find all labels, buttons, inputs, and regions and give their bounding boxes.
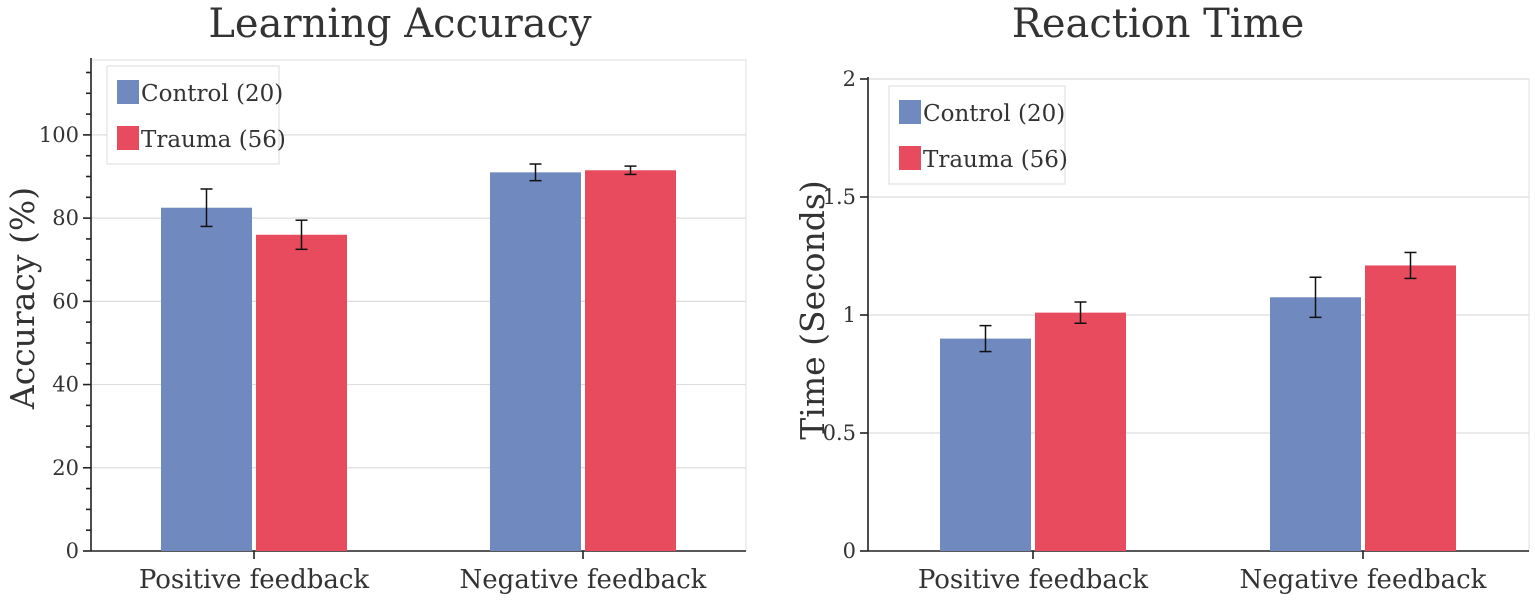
bar-control (1270, 297, 1361, 551)
legend-swatch-control (899, 100, 921, 124)
y-tick-label: 1 (843, 303, 856, 327)
x-category-label: Positive feedback (918, 565, 1149, 595)
reaction-time-svg: 0 0.5 1 1.5 2 Positive feedback Negative feedb… (793, 1, 1530, 595)
chart-title: Learning Accuracy (208, 1, 592, 47)
y-tick-label: 0.5 (823, 421, 856, 445)
legend-swatch-trauma (117, 126, 139, 150)
y-tick-label: 2 (843, 67, 856, 91)
x-category-label: Negative feedback (460, 565, 707, 595)
y-axis-label: Time (Seconds) (793, 180, 832, 439)
reaction-time-chart: 0 0.5 1 1.5 2 Positive feedback Negative feedb… (767, 0, 1535, 603)
y-tick-label: 0 (66, 539, 79, 563)
y-tick-label: 100 (39, 123, 79, 147)
bar-control (940, 338, 1031, 551)
y-tick-label: 1.5 (823, 185, 856, 209)
x-category-label: Positive feedback (139, 565, 370, 595)
bar-trauma (585, 170, 676, 551)
chart-title: Reaction Time (1012, 1, 1305, 47)
legend-swatch-control (117, 80, 139, 104)
bar-control (490, 172, 581, 551)
legend-label: Control (20) (141, 81, 283, 107)
legend-label: Control (20) (923, 101, 1065, 127)
y-axis-label: Accuracy (%) (3, 187, 42, 410)
y-tick-label: 80 (52, 206, 79, 230)
y-tick-label: 20 (52, 456, 79, 480)
y-tick-label: 0 (843, 539, 856, 563)
legend-label: Trauma (56) (141, 127, 286, 153)
legend-label: Trauma (56) (923, 147, 1068, 173)
x-category-label: Negative feedback (1240, 565, 1487, 595)
bar-control (161, 207, 252, 551)
y-tick-label: 60 (52, 289, 79, 313)
bar-trauma (256, 234, 347, 552)
bar-trauma (1365, 265, 1456, 551)
bar-trauma (1035, 312, 1126, 551)
y-tick-label: 40 (52, 373, 79, 397)
learning-accuracy-chart: 0 20 40 60 80 100 Positive feedback Negative fe… (0, 0, 767, 603)
legend-swatch-trauma (899, 146, 921, 170)
learning-accuracy-svg: 0 20 40 60 80 100 Positive feedback Negative fe… (3, 1, 747, 595)
